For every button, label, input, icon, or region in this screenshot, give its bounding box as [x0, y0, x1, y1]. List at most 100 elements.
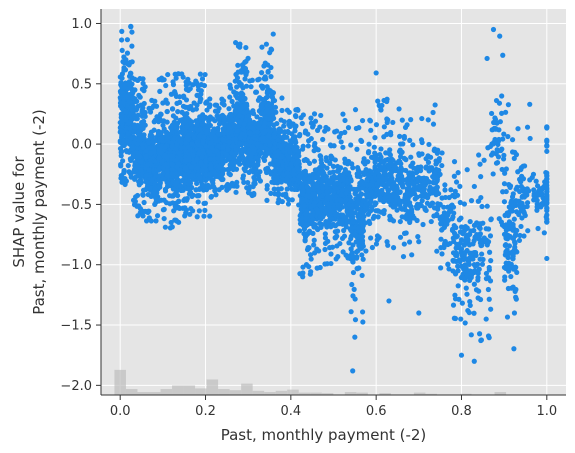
data-point — [197, 99, 203, 105]
data-point — [339, 218, 345, 224]
data-point — [183, 165, 189, 171]
data-point — [399, 117, 405, 123]
data-point — [397, 218, 403, 225]
data-point — [214, 102, 220, 108]
data-point — [136, 92, 142, 98]
data-point — [286, 180, 292, 186]
data-point — [253, 89, 259, 95]
data-point — [224, 152, 230, 158]
data-point — [251, 148, 257, 154]
data-point — [202, 200, 208, 206]
data-point — [445, 261, 451, 267]
data-point — [169, 139, 175, 146]
data-point — [286, 154, 292, 160]
data-point — [170, 186, 176, 192]
data-point — [349, 211, 355, 217]
data-point — [431, 175, 437, 181]
data-point — [430, 179, 436, 186]
data-point — [220, 176, 226, 182]
data-point — [377, 197, 383, 203]
data-point — [352, 107, 359, 113]
data-point — [348, 176, 354, 182]
data-point — [389, 177, 395, 183]
data-point — [160, 122, 166, 128]
data-point — [354, 171, 360, 177]
data-point — [226, 106, 232, 112]
histogram-bar — [241, 383, 253, 395]
data-point — [257, 169, 263, 175]
data-point — [272, 158, 279, 164]
data-point — [136, 179, 142, 185]
data-point — [368, 207, 374, 213]
data-point — [307, 271, 313, 277]
data-point — [425, 159, 432, 165]
data-point — [272, 104, 279, 110]
data-point — [264, 197, 270, 203]
data-point — [268, 64, 274, 71]
data-point — [306, 263, 312, 270]
data-point — [381, 207, 387, 214]
data-point — [174, 142, 180, 148]
data-point — [121, 167, 127, 174]
data-point — [207, 172, 213, 178]
data-point — [262, 138, 268, 144]
data-point — [432, 170, 438, 176]
data-point — [175, 161, 182, 167]
data-point — [233, 189, 239, 195]
data-point — [203, 177, 209, 183]
histogram-bar — [321, 393, 334, 395]
data-point — [300, 112, 306, 118]
data-point — [126, 92, 133, 98]
data-point — [330, 169, 336, 175]
data-point — [310, 230, 316, 236]
data-point — [123, 147, 129, 154]
data-point — [146, 139, 152, 146]
data-point — [139, 86, 145, 92]
data-point — [119, 141, 126, 147]
data-point — [407, 203, 414, 209]
data-point — [273, 109, 279, 115]
data-point — [242, 65, 249, 72]
data-point — [297, 131, 303, 138]
data-point — [246, 169, 252, 176]
data-point — [130, 146, 136, 152]
data-point — [152, 117, 158, 123]
data-point — [144, 162, 150, 168]
data-point — [201, 213, 207, 219]
data-point — [337, 240, 343, 247]
data-point — [183, 97, 190, 103]
data-point — [437, 171, 443, 177]
data-point — [413, 203, 420, 210]
data-point — [196, 150, 202, 156]
data-point — [372, 135, 378, 141]
data-point — [158, 130, 164, 136]
data-point — [255, 77, 261, 83]
data-point — [408, 211, 414, 217]
data-point — [361, 213, 367, 219]
data-point — [299, 120, 305, 127]
histogram-bar — [229, 390, 242, 395]
data-point — [154, 213, 161, 219]
data-point — [120, 99, 126, 105]
data-point — [318, 112, 324, 119]
data-point — [430, 109, 436, 116]
data-point — [250, 125, 256, 131]
data-point — [258, 70, 265, 76]
data-point — [126, 85, 132, 91]
data-point — [322, 231, 328, 237]
data-point — [228, 160, 234, 166]
data-point — [127, 59, 133, 66]
data-point — [138, 102, 144, 108]
data-point — [327, 216, 333, 223]
data-point — [283, 191, 289, 197]
data-point — [247, 78, 253, 84]
data-point — [295, 158, 302, 164]
data-point — [445, 217, 451, 224]
data-point — [426, 168, 432, 174]
data-point — [277, 127, 283, 133]
histogram-bar — [287, 389, 299, 395]
data-point — [324, 201, 331, 207]
data-point — [220, 160, 226, 166]
data-point — [212, 135, 218, 141]
data-point — [313, 206, 320, 212]
